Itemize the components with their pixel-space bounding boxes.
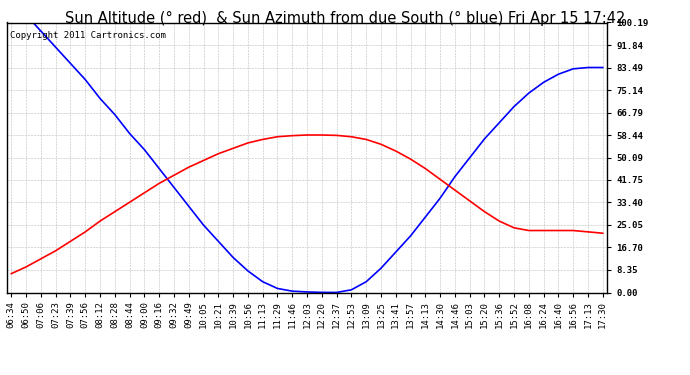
Text: Copyright 2011 Cartronics.com: Copyright 2011 Cartronics.com: [10, 31, 166, 40]
Text: Sun Altitude (° red)  & Sun Azimuth from due South (° blue) Fri Apr 15 17:42: Sun Altitude (° red) & Sun Azimuth from …: [65, 11, 625, 26]
